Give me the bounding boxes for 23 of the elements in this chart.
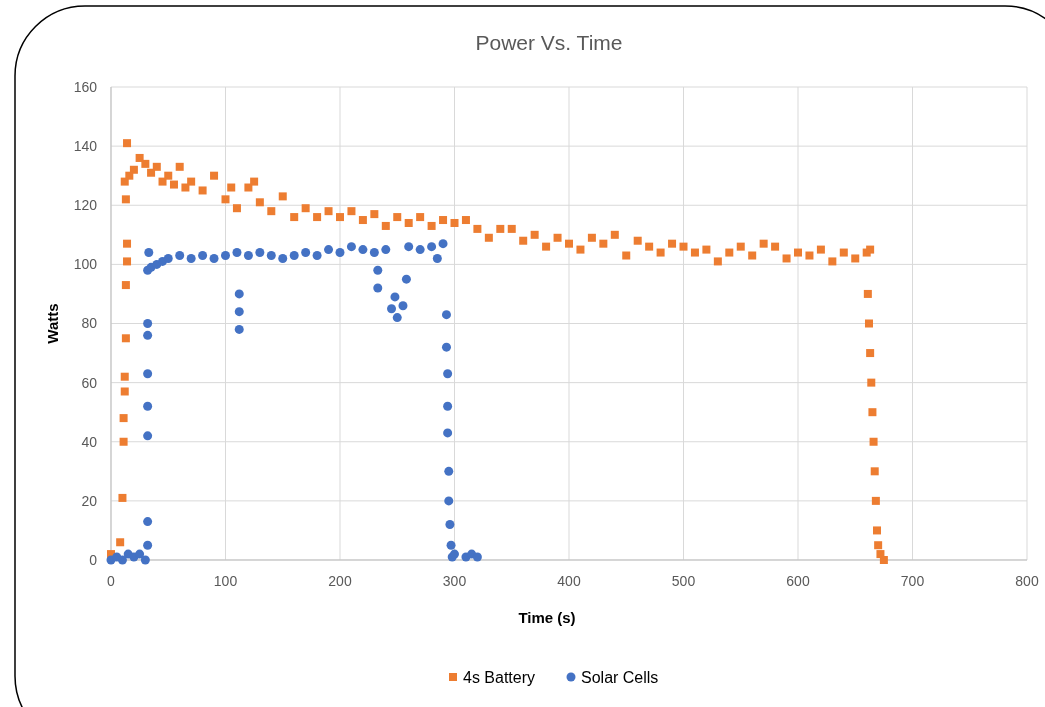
y-tick-label: 120 bbox=[73, 197, 98, 214]
y-axis-title: Watts bbox=[44, 303, 61, 344]
x-axis-title: Time (s) bbox=[518, 609, 576, 626]
x-tick-label: 300 bbox=[442, 573, 467, 589]
x-tick-label: 500 bbox=[671, 573, 696, 589]
legend-label: 4s Battery bbox=[463, 668, 536, 686]
y-tick-label: 0 bbox=[89, 551, 98, 568]
x-tick-label: 400 bbox=[557, 573, 581, 589]
y-tick-label: 80 bbox=[81, 315, 98, 332]
y-tick-label: 60 bbox=[81, 374, 98, 391]
x-tick-label: 600 bbox=[786, 573, 810, 589]
x-tick-label: 0 bbox=[107, 573, 116, 589]
y-tick-label: 100 bbox=[73, 256, 98, 273]
x-tick-label: 700 bbox=[900, 573, 925, 589]
y-tick-label: 40 bbox=[81, 433, 98, 450]
x-tick-label: 800 bbox=[1015, 573, 1039, 589]
x-tick-label: 200 bbox=[328, 573, 352, 589]
legend-label: Solar Cells bbox=[581, 668, 659, 686]
chart-title: Power Vs. Time bbox=[475, 31, 623, 54]
x-tick-label: 100 bbox=[213, 573, 238, 589]
y-tick-label: 20 bbox=[81, 492, 98, 509]
y-tick-label: 160 bbox=[73, 78, 98, 95]
y-tick-label: 140 bbox=[73, 138, 98, 155]
